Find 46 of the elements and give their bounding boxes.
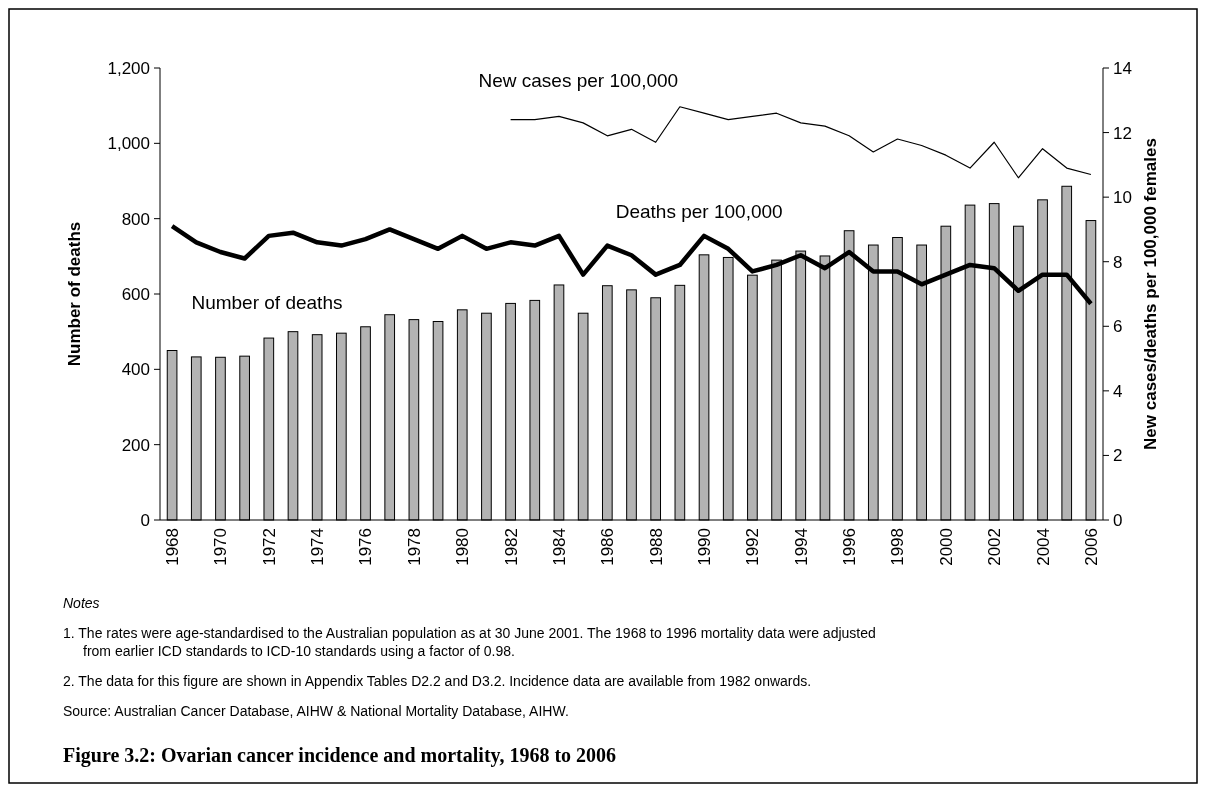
x-tick-label: 1970	[211, 528, 231, 566]
series-label: Deaths per 100,000	[615, 201, 783, 223]
x-tick-label: 1984	[549, 528, 569, 566]
x-tick-label: 1974	[308, 528, 328, 566]
y-axis-title: Number of deaths	[65, 221, 84, 367]
y2-tick-label: 2	[1113, 446, 1123, 466]
x-tick-label: 1992	[743, 528, 763, 566]
x-tick-label: 1978	[404, 528, 424, 566]
x-tick-label: 1986	[598, 528, 618, 566]
y-tick-label: 600	[121, 284, 150, 304]
y2-tick-label: 6	[1113, 317, 1123, 337]
text: 2. The data for this figure are shown in Appendix Tables D2.2 and D3.2. Incidence data are available from 1982 onwards.	[63, 673, 812, 689]
y-tick-label: 800	[121, 209, 150, 229]
x-tick-label: 1976	[356, 528, 376, 566]
x-tick-label: 1988	[646, 528, 666, 566]
x-tick-label: 1994	[791, 528, 811, 566]
y2-tick-label: 12	[1113, 123, 1132, 143]
x-tick-label: 2006	[1081, 528, 1101, 566]
text: 1. The rates were age-standardised to the Australian population as at 30 June 2001. The 1968 to 1996 mortality data were adjusted from earlier ICD standards to ICD-10 standards using a factor of 0.98.	[63, 625, 876, 659]
y2-tick-label: 0	[1113, 510, 1123, 530]
y2-tick-label: 4	[1113, 381, 1123, 401]
y-tick-label: 400	[121, 360, 150, 380]
text: Notes	[63, 595, 100, 611]
x-tick-label: 2004	[1033, 528, 1053, 566]
series-label: Number of deaths	[191, 292, 343, 314]
y2-tick-label: 10	[1113, 188, 1132, 208]
x-tick-label: 1982	[501, 528, 521, 566]
y2-tick-label: 14	[1113, 58, 1132, 78]
y2-tick-label: 8	[1113, 252, 1123, 272]
source-note: Source: Australian Cancer Database, AIHW & National Mortality Database, AIHW.	[63, 703, 569, 719]
y-tick-label: 1,000	[107, 134, 150, 154]
line-series	[510, 106, 1092, 179]
x-tick-label: 1980	[453, 528, 473, 566]
y-tick-label: 200	[121, 435, 150, 455]
x-tick-label: 1998	[888, 528, 908, 566]
series-label: New cases per 100,000	[478, 69, 679, 91]
x-tick-label: 1968	[163, 528, 183, 566]
y-tick-label: 1,200	[107, 58, 150, 78]
x-tick-label: 1990	[694, 528, 714, 566]
y-tick-label: 0	[140, 510, 150, 530]
x-tick-label: 1972	[259, 528, 279, 566]
y2-axis-title: New cases/deaths per 100,000 females	[1141, 138, 1160, 450]
x-tick-label: 1996	[840, 528, 860, 566]
x-tick-label: 2000	[936, 528, 956, 566]
x-tick-label: 2002	[985, 528, 1005, 566]
text: Figure 3.2: Ovarian cancer incidence and mortality, 1968 to 2006	[63, 744, 617, 767]
